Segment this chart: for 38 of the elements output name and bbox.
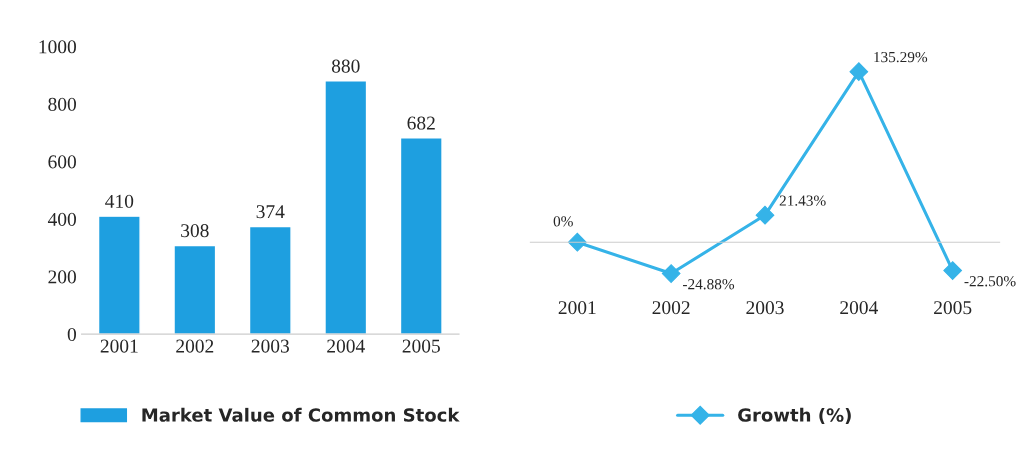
x-tick-label: 2004 bbox=[327, 339, 365, 353]
point bbox=[849, 62, 869, 81]
y-tick-label: 200 bbox=[48, 270, 76, 284]
x-tick-label: 2002 bbox=[176, 339, 214, 353]
data-label: 410 bbox=[105, 194, 134, 208]
data-label: 308 bbox=[181, 224, 209, 238]
data-label: 21.43% bbox=[779, 195, 826, 206]
point bbox=[943, 261, 963, 280]
point bbox=[755, 205, 775, 225]
point bbox=[567, 232, 587, 252]
x-tick-label: 2003 bbox=[251, 339, 289, 353]
data-label: 0% bbox=[553, 216, 573, 227]
x-tick-label: 2004 bbox=[840, 301, 878, 315]
x-tick-label: 2005 bbox=[934, 301, 972, 315]
bar bbox=[173, 244, 217, 335]
data-label: 374 bbox=[256, 205, 285, 219]
data-label: 135.29% bbox=[874, 51, 928, 63]
legend-label: Growth (%) bbox=[738, 407, 851, 424]
x-tick-label: 2002 bbox=[652, 301, 690, 315]
x-tick-label: 2005 bbox=[402, 339, 440, 353]
bar bbox=[248, 225, 292, 335]
x-tick-label: 2003 bbox=[746, 301, 784, 315]
bar bbox=[324, 80, 368, 335]
data-label: 682 bbox=[407, 116, 435, 130]
legend-label: Market Value of Common Stock bbox=[142, 407, 460, 422]
bar bbox=[399, 137, 443, 335]
y-tick-label: 800 bbox=[48, 97, 76, 111]
x-tick-label: 2001 bbox=[558, 301, 596, 315]
x-tick-label: 2001 bbox=[100, 339, 138, 353]
point bbox=[661, 264, 681, 283]
data-label: -24.88% bbox=[682, 279, 735, 290]
y-tick-label: 400 bbox=[47, 212, 76, 226]
y-tick-label: 1000 bbox=[39, 40, 76, 54]
data-label: -22.50% bbox=[964, 276, 1016, 287]
y-tick-label: 0 bbox=[67, 327, 76, 342]
y-tick-label: 600 bbox=[48, 155, 76, 169]
data-label: 880 bbox=[331, 59, 360, 73]
bar bbox=[97, 215, 141, 335]
